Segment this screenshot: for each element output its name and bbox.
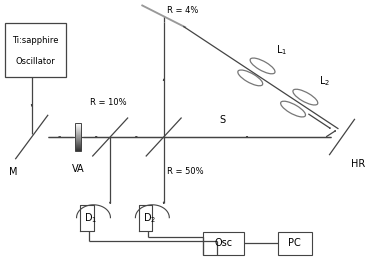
Text: M: M [9, 167, 17, 177]
Text: L$_1$: L$_1$ [276, 43, 287, 57]
Text: PC: PC [289, 238, 301, 249]
Text: D$_1$: D$_1$ [84, 211, 97, 225]
Text: L$_2$: L$_2$ [319, 74, 330, 88]
Text: VA: VA [72, 164, 84, 174]
Text: D$_2$: D$_2$ [143, 211, 156, 225]
Text: Oscillator: Oscillator [15, 56, 55, 65]
Bar [5, 23, 66, 77]
Text: Osc: Osc [214, 238, 233, 249]
Bar [278, 232, 312, 255]
Text: HR: HR [351, 159, 365, 169]
Bar [203, 232, 244, 255]
Text: R = 4%: R = 4% [167, 6, 199, 15]
Text: R = 10%: R = 10% [90, 98, 127, 107]
Text: R = 50%: R = 50% [167, 167, 204, 176]
Text: Ti:sapphire: Ti:sapphire [12, 36, 59, 45]
Bar [75, 124, 81, 150]
Text: S: S [219, 115, 226, 125]
